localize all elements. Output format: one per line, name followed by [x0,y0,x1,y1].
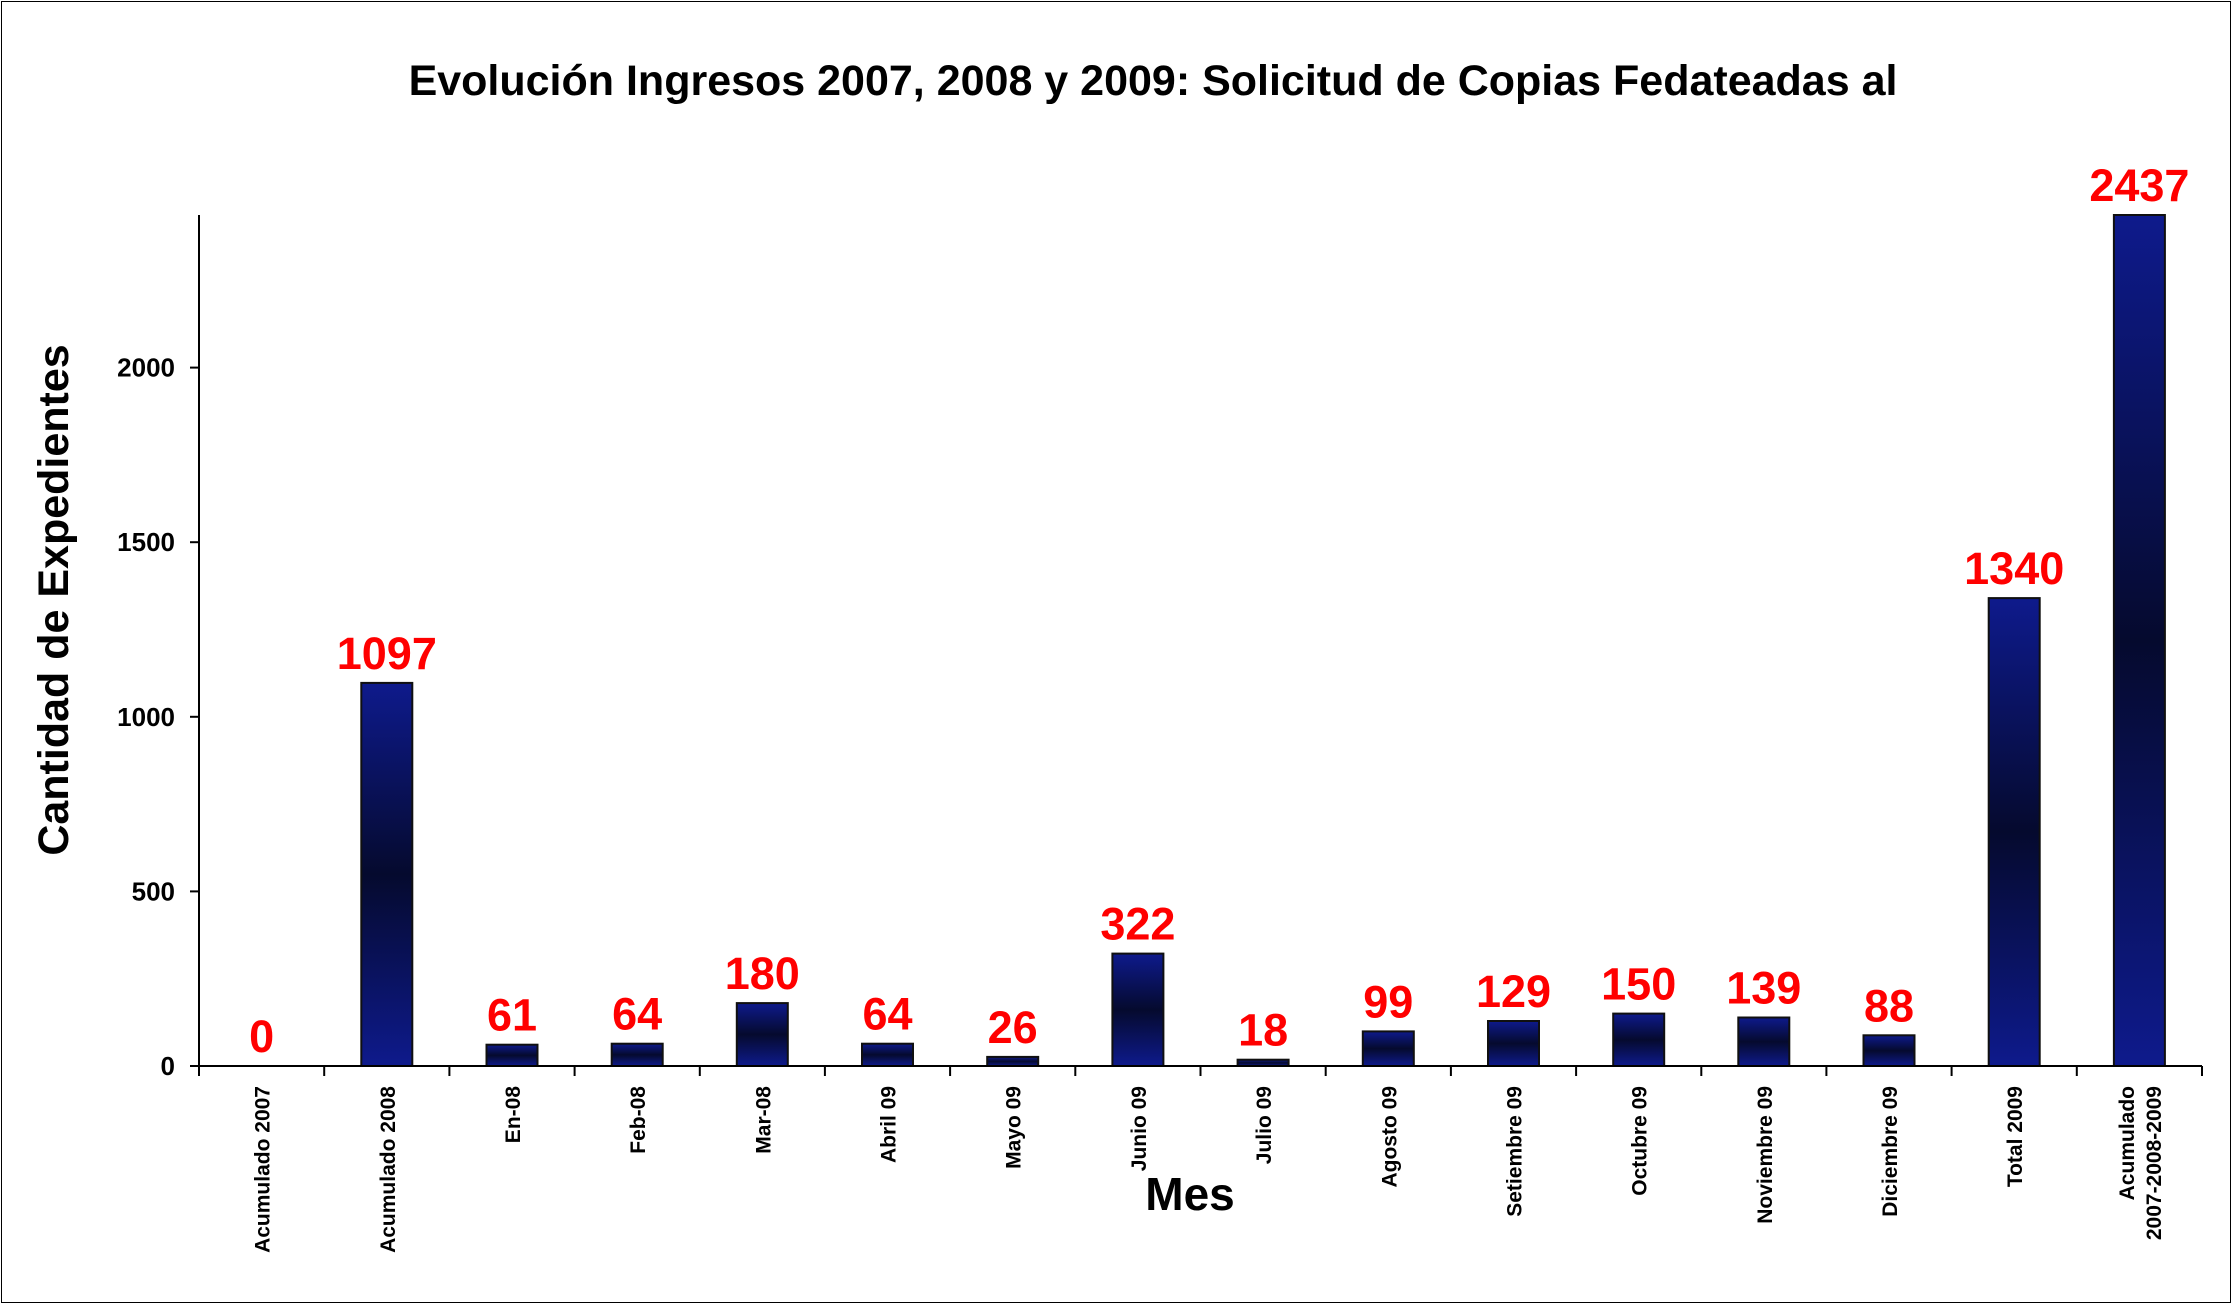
x-tick-label-12: Noviembre 09 [1754,1086,1777,1224]
bar-2 [485,1043,539,1067]
y-axis-title: Cantidad de Expedientes [30,344,78,855]
bar-13 [1862,1034,1916,1068]
axis-layer: Acumulado 2007 Acumulado 2008 En-08 Feb-08 M… [117,215,2203,1253]
bar-9 [1361,1030,1415,1068]
y-tick-label-3: 1500 [117,527,175,557]
data-label-5: 64 [862,989,912,1040]
x-tick-label-4: Mar-08 [752,1086,775,1154]
y-tick-label-0: 0 [161,1051,175,1081]
bar-6 [986,1055,1040,1068]
y-tick-label-2: 1000 [117,702,175,732]
data-label-8: 18 [1238,1005,1288,1056]
x-tick-label-8: Julio 09 [1253,1086,1276,1164]
x-tick-label-1: Acumulado 2008 [377,1086,400,1253]
data-label-14: 1340 [1964,543,2064,594]
x-tick-label-15-line-1: 2007-2008-2009 [2143,1086,2166,1240]
label-layer: 0 1097 61 64 180 64 26 322 18 99 129 150 139 88 1340 24… [249,160,2189,1062]
data-label-3: 64 [612,989,662,1040]
data-label-12: 139 [1726,963,1801,1014]
x-tick-label-0: Acumulado 2007 [252,1086,275,1253]
bar-14 [1987,597,2041,1067]
x-tick-label-13: Diciembre 09 [1879,1086,1902,1217]
x-tick-label-5: Abril 09 [878,1086,901,1163]
bar-10 [1487,1020,1540,1067]
x-tick-label-10: Setiembre 09 [1504,1086,1527,1217]
data-label-2: 61 [487,990,537,1041]
data-label-0: 0 [249,1011,274,1062]
x-tick-label-6: Mayo 09 [1003,1086,1026,1169]
x-tick-label-3: Feb-08 [627,1086,650,1154]
bar-11 [1612,1012,1666,1067]
data-label-7: 322 [1100,899,1175,950]
x-tick-label-9: Agosto 09 [1378,1086,1401,1188]
y-tick-label-4: 2000 [117,353,175,383]
data-label-6: 26 [988,1002,1038,1053]
x-axis-title: Mes [1145,1168,1234,1220]
y-tick-label-1: 500 [132,876,175,906]
x-tick-label-15-line-0: Acumulado [2116,1086,2139,1200]
bar-12 [1737,1016,1791,1067]
x-tick-label-2: En-08 [502,1086,525,1144]
bar-7 [1111,952,1165,1067]
bar-5 [861,1042,914,1067]
x-tick-label-14: Total 2009 [2004,1086,2027,1187]
data-label-13: 88 [1864,980,1914,1031]
data-label-1: 1097 [337,628,437,679]
data-label-15: 2437 [2089,160,2189,211]
bar-4 [735,1002,789,1067]
bar-15 [2112,214,2166,1067]
bars-layer [360,214,2166,1068]
chart-title: Evolución Ingresos 2007, 2008 y 2009: So… [409,57,1898,105]
data-label-9: 99 [1363,976,1413,1027]
x-tick-label-7: Junio 09 [1128,1086,1151,1171]
bar-3 [610,1042,664,1067]
bar-1 [360,681,414,1068]
data-label-11: 150 [1601,959,1676,1010]
x-tick-label-11: Octubre 09 [1629,1086,1652,1196]
data-label-4: 180 [725,948,800,999]
data-label-10: 129 [1476,966,1551,1017]
